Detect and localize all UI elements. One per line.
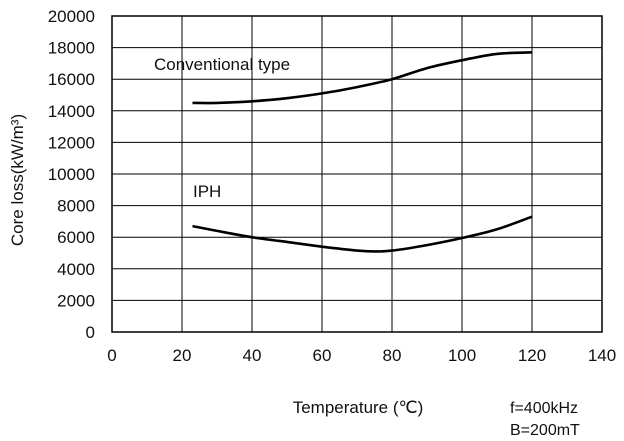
x-tick-label: 120 <box>518 346 546 365</box>
y-tick-label: 12000 <box>48 133 95 152</box>
x-tick-label: 140 <box>588 346 616 365</box>
y-tick-labels: 0 2000 4000 6000 8000 10000 12000 14000 16000 180… <box>48 7 95 342</box>
y-tick-label: 20000 <box>48 7 95 26</box>
series-label-iph: IPH <box>193 182 221 201</box>
y-axis-title: Core loss(kW/m³) <box>8 114 27 246</box>
y-tick-label: 8000 <box>57 197 95 216</box>
x-tick-label: 60 <box>313 346 332 365</box>
series-layer <box>192 51 533 253</box>
x-tick-label: 40 <box>243 346 262 365</box>
y-tick-label: 10000 <box>48 165 95 184</box>
x-axis-title: Temperature (℃) <box>293 398 424 417</box>
x-tick-labels: 0 20 40 60 80 100 120 140 <box>107 346 616 365</box>
y-tick-label: 4000 <box>57 260 95 279</box>
y-tick-label: 0 <box>86 323 95 342</box>
series-line-iph <box>192 215 533 253</box>
y-tick-label: 6000 <box>57 228 95 247</box>
x-tick-label: 20 <box>173 346 192 365</box>
x-tick-label: 80 <box>383 346 402 365</box>
plot-frame <box>111 15 603 333</box>
y-tick-label: 18000 <box>48 39 95 58</box>
y-tick-label: 16000 <box>48 70 95 89</box>
condition-frequency: f=400kHz <box>510 400 578 417</box>
series-label-conventional: Conventional type <box>154 55 290 74</box>
x-tick-label: 100 <box>448 346 476 365</box>
x-tick-label: 0 <box>107 346 116 365</box>
y-tick-label: 14000 <box>48 102 95 121</box>
y-tick-label: 2000 <box>57 291 95 310</box>
grid <box>112 16 602 332</box>
condition-flux-density: B=200mT <box>510 422 580 439</box>
series-line-conventional <box>192 51 533 105</box>
